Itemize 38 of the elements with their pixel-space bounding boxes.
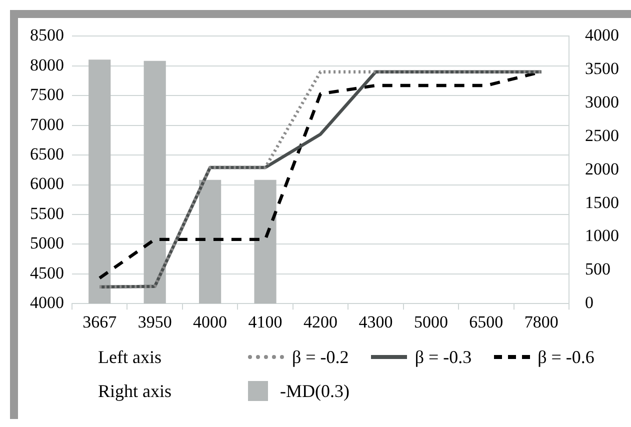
x-tick-label: 4300 [358, 312, 393, 332]
y-tick-label: 7500 [30, 85, 64, 104]
y2-tick-label: 1000 [585, 226, 619, 246]
y-tick-label: 4500 [30, 263, 64, 282]
x-tick-label: 6500 [469, 312, 504, 332]
bar [88, 60, 111, 304]
x-tick-label: 3950 [138, 312, 172, 332]
bar [254, 180, 276, 304]
legend-label: β = -0.6 [538, 346, 594, 368]
y-tick-label: 5000 [30, 234, 64, 253]
bar [199, 180, 222, 304]
y-tick-label: 6000 [30, 174, 64, 194]
y-tick-label: 7000 [30, 114, 64, 134]
y-tick-label: 5500 [30, 204, 64, 223]
legend-label: β = -0.3 [414, 346, 472, 368]
y-tick-label: 8000 [30, 55, 64, 74]
x-tick-label: 4100 [248, 312, 282, 332]
y-tick-label: 8500 [30, 26, 64, 45]
legend-label: β = -0.2 [292, 346, 349, 368]
y2-tick-label: 4000 [585, 26, 619, 45]
bar [144, 60, 166, 304]
y2-tick-label: 500 [585, 260, 610, 279]
y2-tick-label: 0 [585, 293, 594, 312]
y2-tick-label: 2000 [585, 159, 619, 178]
x-tick-label: 7800 [524, 312, 558, 332]
x-tick-label: 3667 [82, 312, 118, 332]
legend-label: -MD(0.3) [280, 380, 350, 402]
y-tick-label: 6500 [30, 144, 64, 164]
x-tick-label: 5000 [414, 312, 448, 332]
y2-tick-label: 1500 [585, 192, 619, 212]
text: Right axis [97, 380, 173, 402]
y-tick-label: 4000 [30, 293, 64, 312]
y2-tick-label: 3000 [585, 92, 619, 112]
x-tick-label: 4000 [193, 312, 228, 332]
y2-tick-label: 2500 [585, 126, 619, 145]
text: Left axis [97, 346, 162, 368]
y2-tick-label: 3500 [585, 59, 619, 78]
x-tick-label: 4200 [304, 312, 338, 332]
